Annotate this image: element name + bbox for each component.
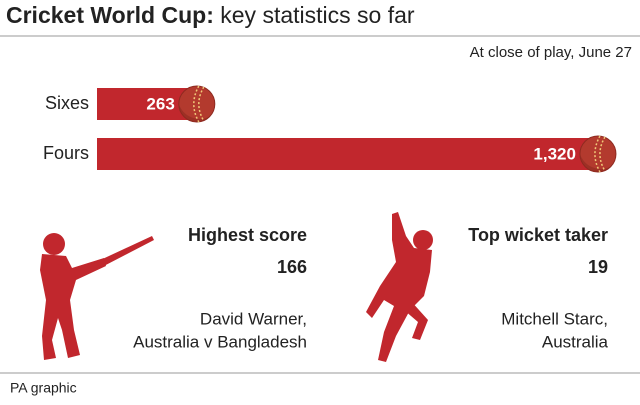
ball bbox=[178, 85, 216, 123]
stat-value: 166 bbox=[277, 257, 307, 277]
stat-line: Australia v Bangladesh bbox=[133, 332, 307, 351]
chart-title: Cricket World Cup: bbox=[6, 2, 214, 28]
stat-line: Australia bbox=[542, 332, 609, 351]
bar bbox=[97, 138, 598, 170]
stat-line: Mitchell Starc, bbox=[501, 309, 608, 328]
bowler-icon bbox=[366, 212, 433, 362]
note: At close of play, June 27 bbox=[470, 44, 632, 61]
stat-label: Top wicket taker bbox=[468, 225, 608, 245]
ball-shade bbox=[579, 154, 610, 172]
ball bbox=[579, 135, 617, 173]
stat-line: David Warner, bbox=[200, 309, 307, 328]
batsman-icon bbox=[40, 233, 154, 360]
value-label: 1,320 bbox=[533, 144, 576, 163]
stat-label: Highest score bbox=[188, 225, 307, 245]
stat-value: 19 bbox=[588, 257, 608, 277]
ball-shade bbox=[178, 104, 209, 122]
ball-seam bbox=[599, 136, 606, 172]
category-label: Sixes bbox=[45, 93, 89, 113]
value-label: 263 bbox=[146, 94, 174, 113]
ball-seam bbox=[198, 86, 205, 122]
chart-title-block: Cricket World Cup: key statistics so far bbox=[6, 2, 415, 28]
category-label: Fours bbox=[43, 143, 89, 163]
chart-subtitle: key statistics so far bbox=[220, 2, 415, 28]
footer: PA graphic bbox=[10, 380, 77, 396]
